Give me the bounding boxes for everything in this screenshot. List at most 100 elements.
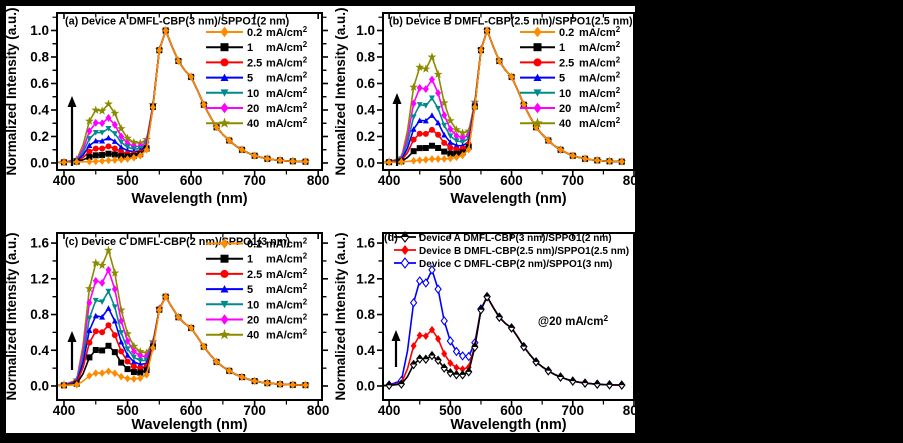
diamond-marker [441, 349, 448, 358]
circle-marker [86, 148, 93, 155]
diamond-marker [92, 369, 99, 378]
diamond-half-marker [397, 379, 406, 389]
legend-unit: mA/cm2 [266, 282, 308, 296]
legend-unit: mA/cm2 [579, 101, 621, 115]
circle-marker [220, 269, 229, 278]
diamond-half-marker [434, 355, 442, 366]
panel-d-y-tick-label: 0.4 [356, 343, 375, 358]
diamond-marker [453, 153, 460, 162]
panel-a-legend-item-2: 2.5 mA/cm2 [206, 55, 308, 69]
star-marker [129, 341, 139, 350]
diamond-half-marker [593, 379, 601, 389]
panel-b-x-tick-label: 700 [562, 173, 585, 188]
square-marker [220, 43, 229, 52]
legend-unit: mA/cm2 [579, 71, 621, 85]
star-marker [142, 348, 151, 357]
diamond-marker [124, 374, 131, 383]
diamond-half-marker [440, 363, 448, 373]
panel-b-increase-arrow [392, 93, 402, 166]
panel-c-y-tick-label: 0.8 [30, 307, 49, 322]
star-marker [409, 82, 418, 91]
star-marker [135, 347, 145, 356]
diamond-marker [162, 292, 169, 301]
panel-d-annotation: @20 mA/cm2 [538, 314, 609, 328]
diamond-marker [520, 100, 527, 109]
triangle-down-marker [422, 103, 429, 109]
panel-a-x-tick-label: 600 [180, 173, 203, 188]
panel-b-legend-item-1: 1 mA/cm2 [520, 40, 621, 54]
diamond-marker [428, 325, 435, 334]
legend-value: 5 [247, 73, 253, 85]
diamond-marker [459, 151, 466, 160]
diamond-half-marker [416, 354, 424, 364]
legend-unit: mA/cm2 [266, 252, 308, 266]
diamond-half-marker [452, 369, 461, 380]
diamond-marker [137, 374, 144, 383]
diamond-marker [533, 26, 542, 38]
triangle-up-marker [422, 117, 429, 124]
circle-marker [118, 348, 125, 355]
square-marker [422, 145, 429, 152]
square-marker [105, 150, 112, 157]
panel-a-x-tick-label: 800 [307, 173, 330, 188]
diamond-open-marker [465, 351, 473, 362]
panel-d-legend: Device A DMFL-CBP(3 nm)/SPPO1(2 nm) Devic… [394, 231, 629, 270]
legend-unit: mA/cm2 [266, 267, 308, 281]
panel-c-legend-item-2: 2.5 mA/cm2 [206, 267, 308, 281]
triangle-down-marker [99, 130, 106, 136]
panel-c-legend-item-3: 5 mA/cm2 [206, 282, 308, 296]
panel-d-x-tick-label: 500 [439, 403, 462, 418]
diamond-marker [111, 120, 118, 129]
diamond-marker [508, 72, 515, 81]
diamond-marker [251, 151, 258, 160]
panel-a-legend-item-1: 1 mA/cm2 [206, 40, 308, 54]
circle-marker [410, 136, 417, 143]
panel-b-y-axis-title: Normalized Intensity (a.u.) [333, 7, 348, 175]
panel-b-legend-item-6: 40 mA/cm2 [520, 116, 621, 130]
panel-c-legend-item-4: 10 mA/cm2 [206, 297, 308, 311]
legend-value: 1 [559, 42, 565, 54]
panel-d-x-tick-label: 700 [562, 403, 585, 418]
diamond-marker [188, 324, 195, 332]
diamond-half-marker [385, 380, 393, 391]
diamond-marker [533, 102, 542, 114]
legend-unit: mA/cm2 [266, 328, 308, 342]
diamond-marker [175, 313, 182, 322]
panel-d-y-tick-label: 1.2 [356, 271, 375, 286]
triangle-up-marker [111, 317, 118, 324]
square-marker [99, 347, 106, 354]
star-marker [116, 305, 126, 314]
diamond-marker [188, 72, 195, 81]
triangle-up-marker [86, 142, 93, 149]
triangle-down-marker [92, 297, 99, 304]
diamond-marker [410, 156, 417, 165]
triangle-down-marker [92, 129, 99, 136]
panel-c-x-axis: 400 500 600 700 800 Wavelength (nm) [53, 234, 329, 433]
triangle-up-marker [105, 305, 112, 311]
diamond-half-marker [465, 367, 473, 377]
legend-unit: mA/cm2 [266, 25, 308, 39]
panel-a-y-tick-label: 0.4 [30, 102, 49, 117]
diamond-marker [220, 102, 229, 114]
legend-value: 40 [559, 118, 571, 130]
star-marker [464, 126, 474, 135]
panel-b-y-tick-label: 1.0 [356, 23, 375, 38]
diamond-marker [124, 155, 131, 163]
star-marker [421, 64, 431, 73]
legend-device-label: Device B DMFL-CBP(2.5 nm)/SPPO1(2.5 nm) [419, 246, 629, 257]
diamond-marker [60, 381, 67, 390]
panel-b-y-axis: 0.0 0.2 0.4 0.6 0.8 1.0 Normalized Intensity (… [333, 7, 640, 176]
diamond-marker [618, 157, 625, 166]
diamond-marker [111, 369, 118, 378]
square-marker [111, 151, 118, 158]
diamond-marker [220, 314, 229, 325]
diamond-half-marker [507, 323, 516, 333]
panel-a-y-tick-label: 0.2 [30, 129, 49, 144]
panel-c: 400 500 600 700 800 Wavelength (nm) 0.0 0.4 0.8 1… [4, 232, 329, 433]
triangle-down-marker [441, 122, 448, 129]
star-marker [439, 98, 449, 107]
star-marker [415, 62, 425, 72]
